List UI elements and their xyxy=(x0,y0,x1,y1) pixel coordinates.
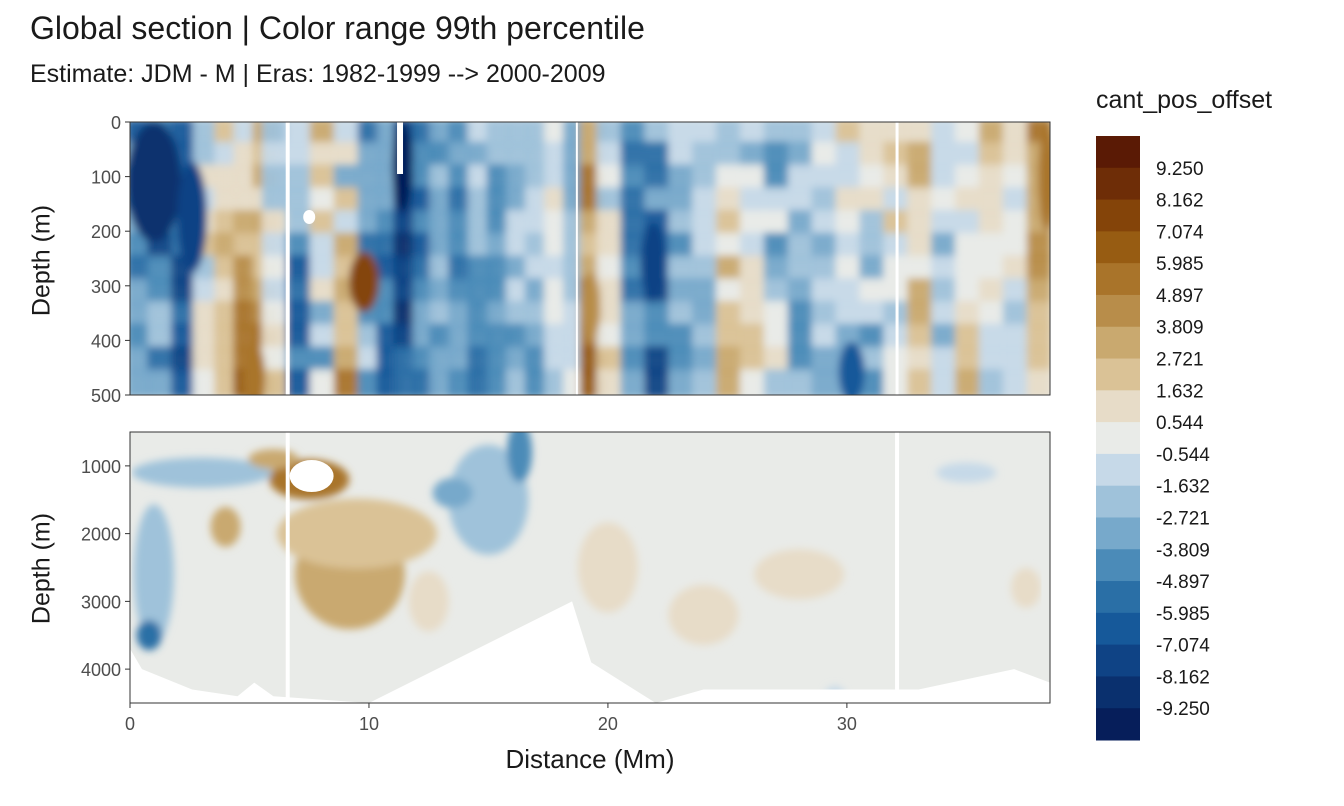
y-tick-label-upper: 0 xyxy=(111,113,121,133)
legend-swatch xyxy=(1096,612,1140,646)
upper-panel xyxy=(130,122,1050,395)
legend-label: -8.162 xyxy=(1156,667,1210,688)
y-tick-label-lower: 3000 xyxy=(81,592,121,612)
y-tick-label-lower: 2000 xyxy=(81,525,121,545)
chart-subtitle: Estimate: JDM - M | Eras: 1982-1999 --> … xyxy=(30,60,606,88)
legend-label: -2.721 xyxy=(1156,508,1210,529)
legend-swatch xyxy=(1096,485,1140,518)
legend-label: -0.544 xyxy=(1156,445,1210,466)
legend-label: 4.897 xyxy=(1156,286,1204,307)
y-tick-label-upper: 500 xyxy=(91,386,121,406)
legend-label: -1.632 xyxy=(1156,477,1210,498)
legend-label: 5.985 xyxy=(1156,254,1204,275)
legend-label: -9.250 xyxy=(1156,699,1210,720)
y-tick-label-upper: 200 xyxy=(91,222,121,242)
chart-title: Global section | Color range 99th percen… xyxy=(30,10,645,46)
legend-swatch xyxy=(1096,390,1140,423)
legend-label: 3.809 xyxy=(1156,318,1204,339)
y-tick-label-upper: 300 xyxy=(91,277,121,297)
x-tick-label: 10 xyxy=(359,714,379,734)
legend-title: cant_pos_offset xyxy=(1096,86,1273,114)
legend-swatch xyxy=(1096,231,1140,264)
legend-label: 0.544 xyxy=(1156,413,1204,434)
legend-swatch xyxy=(1096,453,1140,487)
legend-swatch xyxy=(1096,199,1140,232)
legend-label: 2.721 xyxy=(1156,350,1204,371)
legend-label: 8.162 xyxy=(1156,191,1204,212)
legend: 9.250 8.162 7.074 5.985 4.897 3.809 2.721 1.632… xyxy=(1096,136,1210,741)
legend-swatch xyxy=(1096,581,1140,614)
legend-label: 9.250 xyxy=(1156,159,1204,180)
legend-label: -3.809 xyxy=(1156,540,1210,561)
x-tick-label: 20 xyxy=(598,714,618,734)
legend-swatch xyxy=(1096,263,1140,296)
legend-swatch xyxy=(1096,358,1140,391)
legend-label: 7.074 xyxy=(1156,222,1204,243)
legend-swatch xyxy=(1096,644,1140,677)
legend-swatch xyxy=(1096,676,1140,709)
legend-swatch xyxy=(1096,326,1140,360)
legend-label: 1.632 xyxy=(1156,381,1204,402)
legend-swatch xyxy=(1096,136,1140,169)
y-tick-label-lower: 1000 xyxy=(81,457,121,477)
lower-panel xyxy=(130,432,1050,703)
legend-swatch xyxy=(1096,294,1140,328)
legend-swatch xyxy=(1096,517,1140,550)
y-tick-label-lower: 4000 xyxy=(81,660,121,680)
x-tick-label: 30 xyxy=(837,714,857,734)
legend-label: -4.897 xyxy=(1156,572,1210,593)
legend-swatch xyxy=(1096,167,1140,201)
axes: 0 100 200 300 400 500 1000 2000 3000 4000 0 10 20 30 xyxy=(81,113,1051,734)
legend-label: -7.074 xyxy=(1156,636,1210,657)
x-tick-label: 0 xyxy=(125,714,135,734)
y-tick-label-upper: 400 xyxy=(91,331,121,351)
legend-swatch xyxy=(1096,708,1140,741)
legend-label: -5.985 xyxy=(1156,604,1210,625)
y-tick-label-upper: 100 xyxy=(91,168,121,188)
x-axis-title: Distance (Mm) xyxy=(505,744,675,774)
legend-swatch xyxy=(1096,422,1140,455)
legend-swatch xyxy=(1096,549,1140,582)
